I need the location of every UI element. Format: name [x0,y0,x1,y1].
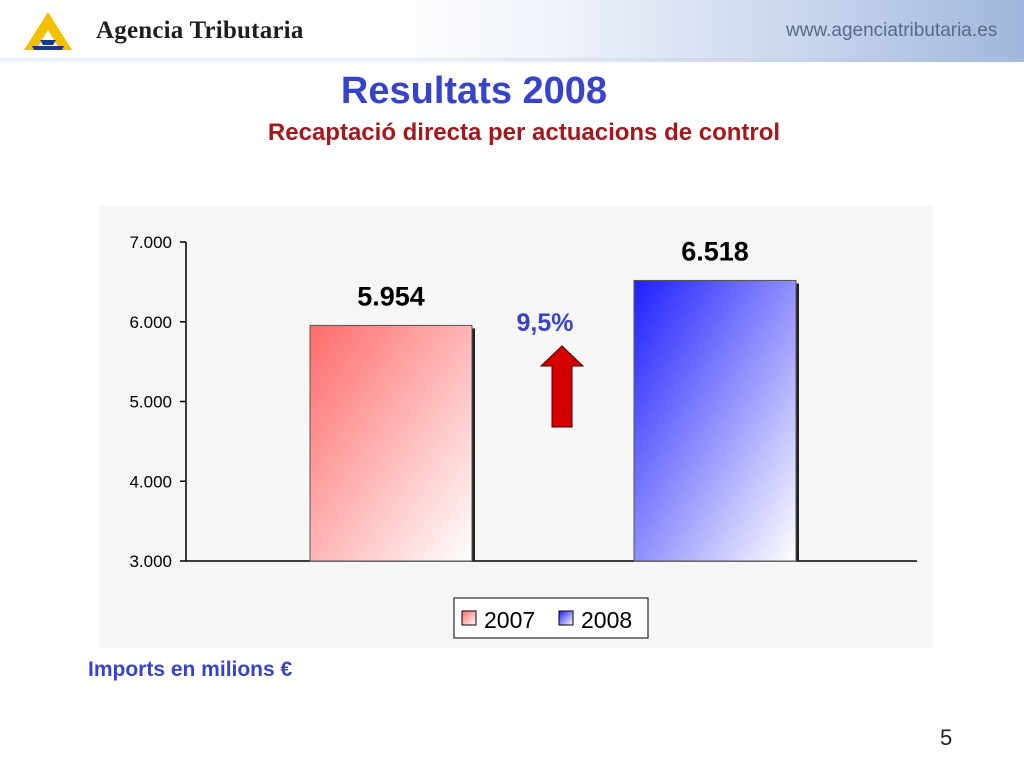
y-tick-label: 7.000 [129,233,172,252]
page-subtitle: Recaptació directa per actuacions de con… [267,119,781,146]
header-band [0,0,1024,62]
y-tick-label: 4.000 [129,472,172,491]
brand-name: Agencia Tributaria [96,17,304,44]
data-label-2007: 5.954 [357,281,425,311]
y-tick-label: 6.000 [129,313,172,332]
y-tick-label: 3.000 [129,552,172,571]
up-arrow-icon [539,345,585,428]
y-tick-label: 5.000 [129,393,172,412]
bar-2008 [633,279,797,562]
header-divider [0,58,1024,64]
legend-swatch-2007 [461,610,477,626]
data-label-2008: 6.518 [681,236,749,266]
units-note: Imports en milions € [88,658,293,681]
chart-area: 3.000 4.000 5.000 6.000 7.000 5.954 6.518 9,5% 2… [99,206,933,648]
bar-2007 [309,324,473,562]
legend-box [453,597,649,639]
legend-label-2008: 2008 [581,607,632,633]
bar-chart: 3.000 4.000 5.000 6.000 7.000 5.954 6.518 9,5% 2… [129,233,917,639]
page-number: 5 [940,725,953,750]
legend-label-2007: 2007 [484,607,535,633]
agencia-tributaria-logo-icon [24,12,72,50]
site-url[interactable]: www.agenciatributaria.es [786,20,998,41]
legend-swatch-2008 [558,610,574,626]
page-title: Resultats 2008 [340,70,608,112]
growth-percentage: 9,5% [517,309,574,337]
